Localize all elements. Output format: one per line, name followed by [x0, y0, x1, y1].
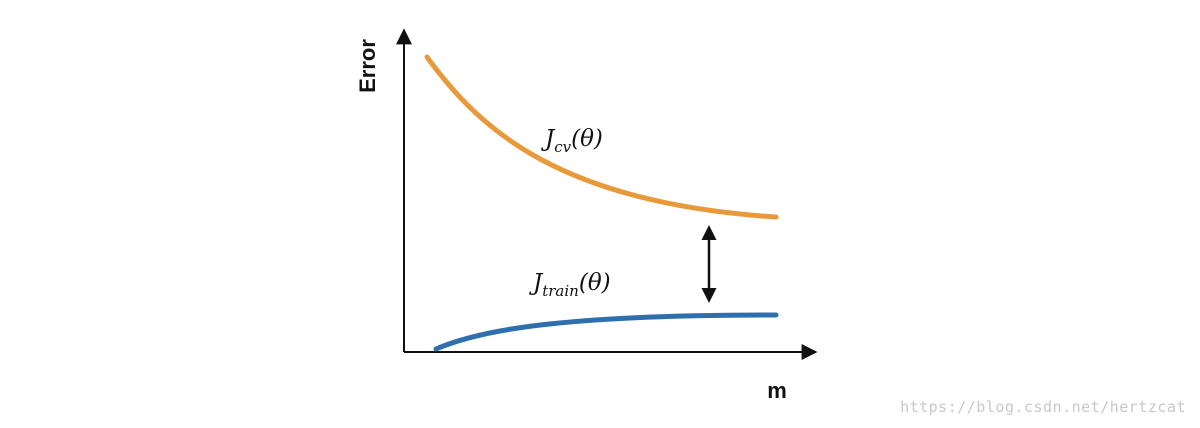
y-axis-title: Error [355, 39, 380, 93]
cv-error-curve [424, 54, 779, 220]
cv-curve-label: Jcv(θ) [541, 126, 603, 156]
watermark-url: https://blog.csdn.net/hertzcat [900, 398, 1186, 416]
train-error-curve [433, 312, 779, 352]
train-curve-label: Jtrain(θ) [529, 270, 611, 300]
x-axis-title: m [767, 378, 787, 403]
